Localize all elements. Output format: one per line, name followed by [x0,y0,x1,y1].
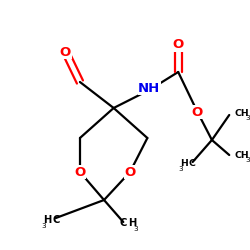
Text: O: O [192,106,203,118]
Text: H: H [43,215,51,225]
Text: CH: CH [234,150,249,160]
Text: 3: 3 [246,115,250,121]
Text: NH: NH [138,82,160,94]
Text: O: O [172,38,184,52]
Text: H: H [180,160,188,168]
Text: O: O [74,166,86,178]
Text: 3: 3 [246,157,250,163]
Text: CH: CH [234,108,249,118]
Text: C: C [120,218,127,228]
Text: 3: 3 [133,226,138,232]
Text: 3: 3 [42,223,46,229]
Text: 3: 3 [178,166,183,172]
Text: C: C [189,160,196,168]
Text: H: H [128,218,136,228]
Text: C: C [53,215,60,225]
Text: O: O [60,46,71,59]
Text: O: O [124,166,136,178]
